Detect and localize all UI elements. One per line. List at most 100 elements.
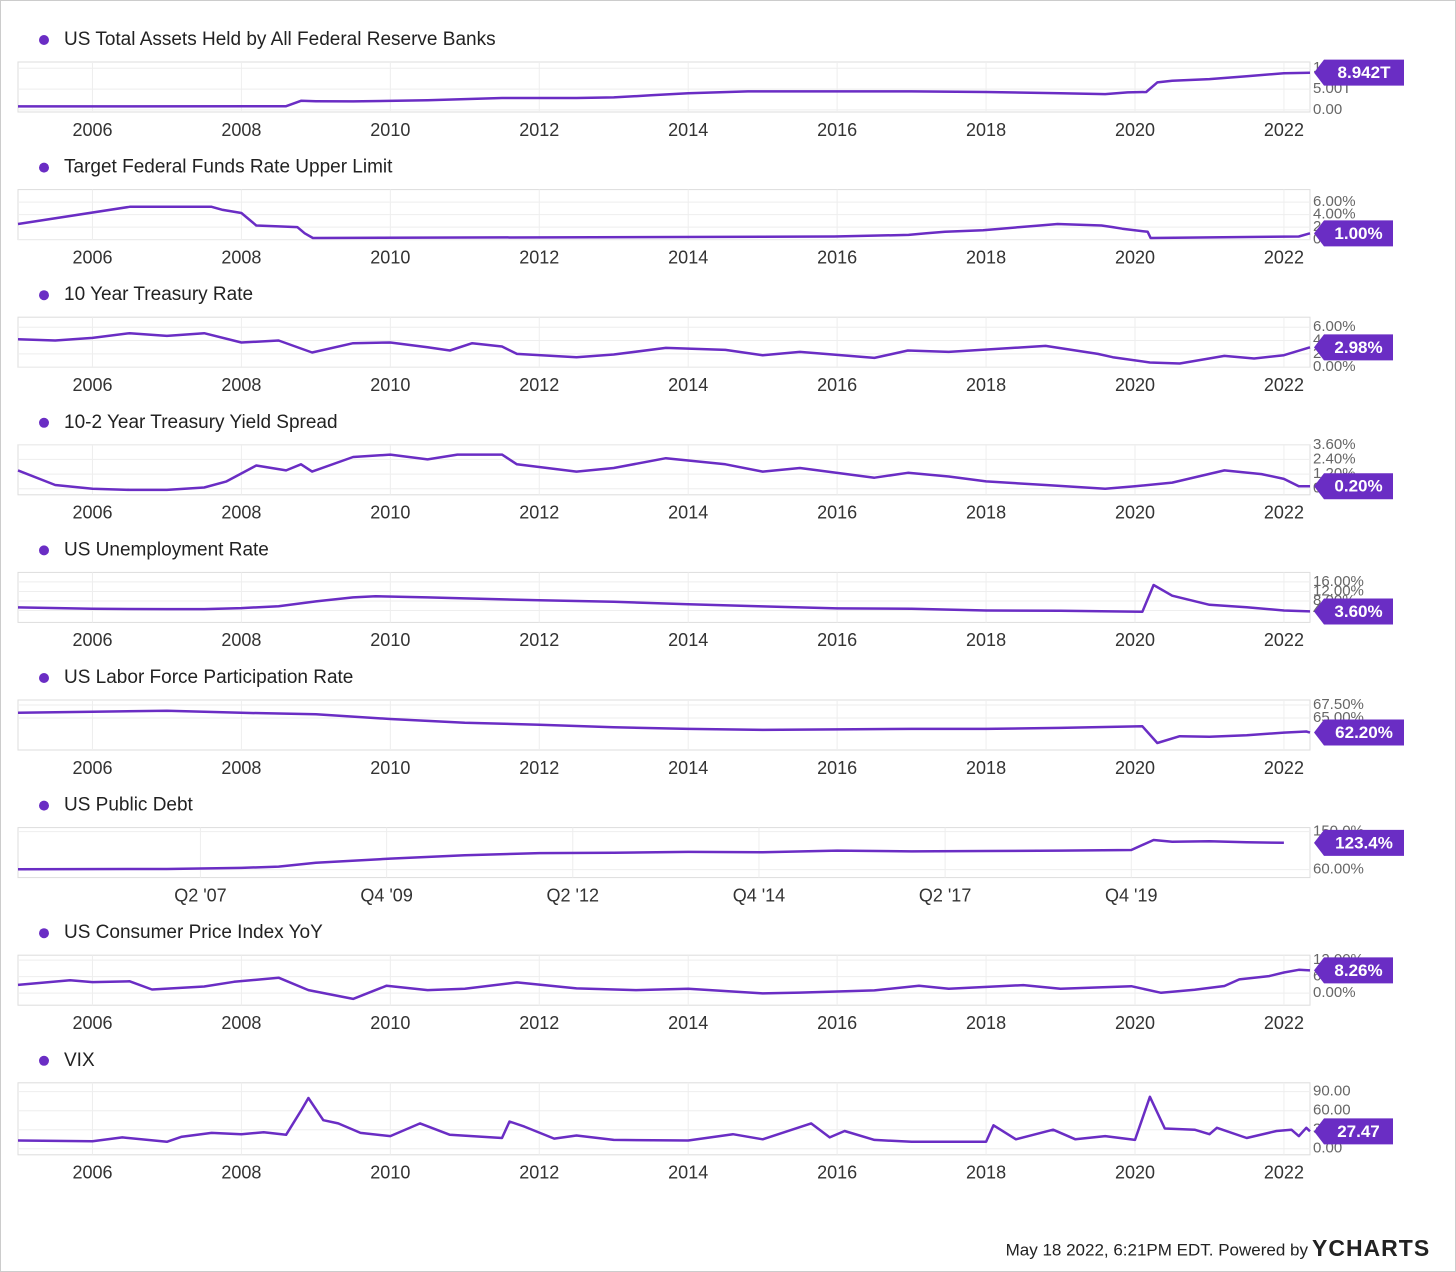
last-value-badge <box>1314 473 1393 500</box>
x-tick-label: 2016 <box>817 375 857 395</box>
panel-title: 10-2 Year Treasury Yield Spread <box>64 412 338 433</box>
x-tick-label: 2022 <box>1264 1013 1304 1033</box>
last-value-label: 62.20% <box>1335 723 1393 742</box>
legend-dot <box>39 1055 49 1066</box>
y-tick-label: 90.00 <box>1313 1083 1351 1100</box>
panel-title: Target Federal Funds Rate Upper Limit <box>64 157 393 178</box>
panel-title: 10 Year Treasury Rate <box>64 284 253 305</box>
y-tick-label: 60.00 <box>1313 1102 1351 1119</box>
x-tick-label: 2012 <box>519 1013 559 1033</box>
plot-frame <box>17 827 1311 879</box>
y-tick-label: 0.00% <box>1313 984 1356 1001</box>
last-value-label: 27.47 <box>1337 1122 1380 1141</box>
x-tick-label: 2014 <box>668 1163 708 1183</box>
x-tick-label: 2022 <box>1264 120 1304 140</box>
x-tick-label: 2018 <box>966 1013 1006 1033</box>
x-tick-label: 2022 <box>1264 503 1304 523</box>
y-tick-label: 0.00 <box>1313 101 1342 118</box>
x-tick-label: 2020 <box>1115 247 1155 267</box>
x-tick-label: 2018 <box>966 247 1006 267</box>
x-tick-label: 2014 <box>668 120 708 140</box>
x-tick-label: 2008 <box>221 1163 261 1183</box>
brand-logo[interactable]: YCHARTS <box>1312 1235 1430 1261</box>
legend-dot <box>39 35 49 45</box>
last-value-badge <box>1314 59 1404 86</box>
series-line <box>17 709 1311 745</box>
x-tick-label: 2012 <box>519 758 559 778</box>
x-tick-label: 2014 <box>668 247 708 267</box>
y-tick-label: 12.00% <box>1313 582 1364 599</box>
legend-dot <box>39 800 49 811</box>
panel-title: US Unemployment Rate <box>64 539 269 560</box>
x-tick-label: 2020 <box>1115 1163 1155 1183</box>
x-tick-label: 2010 <box>370 503 410 523</box>
x-tick-label: 2016 <box>817 630 857 650</box>
x-tick-label: Q4 '14 <box>733 885 785 905</box>
y-tick-label: 2.40% <box>1313 450 1356 467</box>
x-tick-label: 2016 <box>817 247 857 267</box>
y-tick-label: 6.00% <box>1313 318 1356 335</box>
x-tick-label: 2016 <box>817 503 857 523</box>
legend-dot <box>39 673 49 683</box>
x-tick-label: 2012 <box>519 120 559 140</box>
x-tick-label: 2012 <box>519 375 559 395</box>
x-tick-label: 2022 <box>1264 630 1304 650</box>
x-tick-label: Q4 '19 <box>1105 885 1157 905</box>
legend-dot <box>39 417 49 428</box>
x-tick-label: 2008 <box>221 247 261 267</box>
series-line <box>17 968 1311 1001</box>
series-line <box>17 583 1311 613</box>
x-tick-label: 2012 <box>519 503 559 523</box>
x-tick-label: 2016 <box>817 120 857 140</box>
x-tick-label: Q2 '07 <box>174 885 226 905</box>
x-tick-label: 2018 <box>966 758 1006 778</box>
panel-title: VIX <box>64 1050 95 1071</box>
y-tick-label: 4.00% <box>1313 206 1356 223</box>
legend-dot <box>39 162 49 173</box>
x-tick-label: 2014 <box>668 1013 708 1033</box>
x-tick-label: 2006 <box>72 630 112 650</box>
x-tick-label: 2018 <box>966 503 1006 523</box>
x-tick-label: 2014 <box>668 630 708 650</box>
panel-title: US Public Debt <box>64 795 194 816</box>
series-line <box>17 453 1310 492</box>
x-tick-label: Q2 '12 <box>547 885 599 905</box>
footer-timestamp: May 18 2022, 6:21PM EDT. Powered by <box>1006 1240 1309 1259</box>
x-tick-label: 2018 <box>966 375 1006 395</box>
x-tick-label: 2010 <box>370 375 410 395</box>
x-tick-label: 2006 <box>72 1163 112 1183</box>
last-value-label: 8.26% <box>1334 961 1382 980</box>
y-tick-label: 0.00% <box>1313 358 1356 375</box>
last-value-label: 0.20% <box>1334 477 1382 496</box>
x-tick-label: 2020 <box>1115 630 1155 650</box>
last-value-label: 3.60% <box>1334 602 1382 621</box>
plot-frame <box>17 1082 1311 1156</box>
series-line <box>17 71 1311 108</box>
x-tick-label: 2012 <box>519 1163 559 1183</box>
x-tick-label: 2010 <box>370 1163 410 1183</box>
x-tick-label: 2022 <box>1264 375 1304 395</box>
x-tick-label: 2010 <box>370 630 410 650</box>
series-line <box>17 838 1284 871</box>
x-tick-label: 2012 <box>519 247 559 267</box>
series-line <box>17 205 1311 240</box>
x-tick-label: 2020 <box>1115 758 1155 778</box>
x-tick-label: 2018 <box>966 120 1006 140</box>
x-tick-label: 2020 <box>1115 503 1155 523</box>
last-value-badge <box>1314 1118 1393 1145</box>
x-tick-label: 2006 <box>72 1013 112 1033</box>
panel-title: US Total Assets Held by All Federal Rese… <box>64 29 496 50</box>
last-value-badge <box>1314 719 1404 746</box>
y-tick-label: 3.60% <box>1313 436 1356 453</box>
x-tick-label: 2008 <box>221 630 261 650</box>
x-tick-label: Q4 '09 <box>360 885 412 905</box>
last-value-label: 2.98% <box>1334 338 1382 357</box>
legend-dot <box>39 290 49 301</box>
x-tick-label: 2012 <box>519 630 559 650</box>
last-value-label: 123.4% <box>1335 833 1393 852</box>
plot-frame <box>17 954 1311 1006</box>
x-tick-label: 2018 <box>966 1163 1006 1183</box>
last-value-label: 1.00% <box>1334 224 1382 243</box>
